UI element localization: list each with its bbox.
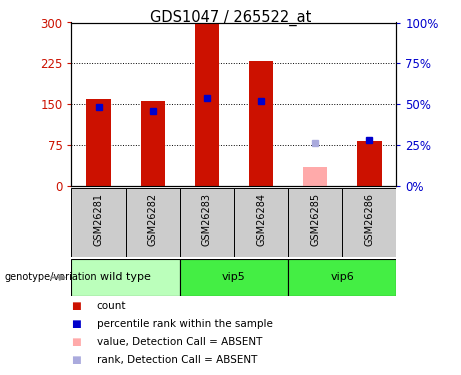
Text: rank, Detection Call = ABSENT: rank, Detection Call = ABSENT [97,355,257,364]
Bar [249,60,273,186]
Text: ■: ■ [71,319,81,328]
Text: ■: ■ [71,355,81,364]
Text: vip5: vip5 [222,273,246,282]
Bar [71,259,180,296]
Bar [125,188,180,257]
Bar [180,259,288,296]
Bar [180,188,234,257]
Bar [71,188,125,257]
Bar [288,188,342,257]
Bar [86,99,111,186]
Bar [141,101,165,186]
Text: value, Detection Call = ABSENT: value, Detection Call = ABSENT [97,337,262,346]
Text: wild type: wild type [100,273,151,282]
Bar [234,188,288,257]
Text: GSM26281: GSM26281 [94,193,104,246]
Text: genotype/variation: genotype/variation [5,273,97,282]
Text: vip6: vip6 [331,273,354,282]
Bar [288,259,396,296]
Text: percentile rank within the sample: percentile rank within the sample [97,319,273,328]
Text: GSM26282: GSM26282 [148,193,158,246]
Bar [342,188,396,257]
Text: GSM26283: GSM26283 [202,193,212,246]
Bar [357,141,382,186]
Text: ■: ■ [71,337,81,346]
Text: GSM26286: GSM26286 [364,193,374,246]
Text: GDS1047 / 265522_at: GDS1047 / 265522_at [150,9,311,26]
Bar [195,24,219,186]
Text: count: count [97,301,126,310]
Text: GSM26284: GSM26284 [256,193,266,246]
Text: GSM26285: GSM26285 [310,193,320,246]
Bar [303,166,327,186]
Text: ■: ■ [71,301,81,310]
